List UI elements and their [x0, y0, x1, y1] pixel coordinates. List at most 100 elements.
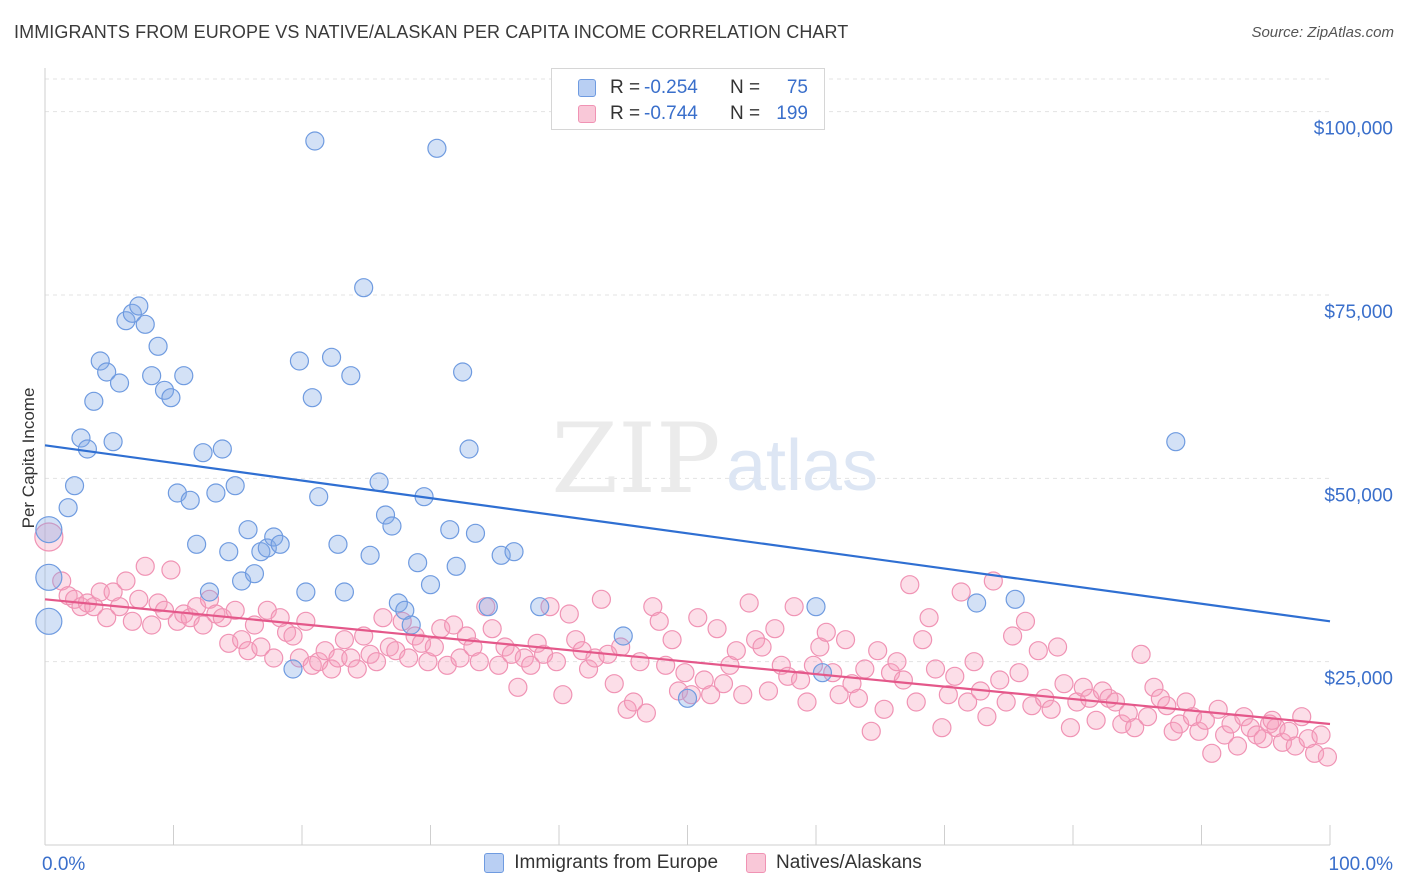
native-point — [142, 615, 162, 635]
europe-point — [465, 523, 486, 543]
europe-point — [174, 366, 194, 386]
native-point — [752, 637, 772, 657]
native-point — [116, 571, 136, 591]
native-point — [1144, 677, 1164, 697]
europe-point — [187, 534, 207, 554]
europe-point — [305, 131, 325, 151]
native-point — [951, 582, 971, 602]
native-point — [861, 721, 881, 741]
europe-point — [135, 314, 155, 334]
n-value: 199 — [776, 103, 808, 124]
europe-point — [375, 505, 396, 525]
native-point — [945, 666, 965, 686]
r-label: R = — [610, 77, 641, 98]
native-point — [444, 615, 464, 635]
europe-point — [334, 582, 355, 602]
europe-point — [219, 542, 239, 562]
series-immigrants-from-europe — [35, 131, 1186, 708]
native-point — [1054, 674, 1074, 694]
europe-point — [806, 597, 826, 617]
native-point — [1015, 611, 1036, 631]
native-point — [733, 685, 753, 705]
watermark-atlas: atlas — [726, 426, 878, 506]
native-point — [1202, 743, 1222, 763]
europe-point — [446, 556, 466, 576]
native-point — [1272, 732, 1293, 752]
europe-point — [677, 688, 698, 708]
europe-point — [360, 545, 380, 565]
native-point — [238, 641, 258, 661]
native-point — [347, 659, 367, 679]
native-point — [193, 615, 213, 635]
europe-point — [427, 138, 447, 158]
native-point — [919, 608, 939, 628]
native-point — [161, 560, 181, 580]
native-point — [360, 644, 380, 664]
native-point — [990, 670, 1010, 690]
europe-point — [193, 443, 213, 463]
trend-lines — [44, 444, 1331, 726]
europe-point — [302, 388, 322, 408]
legend-swatch-native — [578, 105, 596, 123]
native-point — [1227, 736, 1248, 756]
europe-point — [289, 351, 310, 371]
native-point — [578, 659, 599, 679]
legend-row-native: R = -0.744 N = 199 — [578, 103, 808, 125]
y-tick-label: $25,000 — [1324, 669, 1393, 690]
native-point — [540, 597, 560, 617]
native-point — [868, 641, 888, 661]
native-point — [797, 692, 817, 712]
europe-point — [225, 476, 245, 496]
native-point — [553, 685, 573, 705]
europe-point — [420, 575, 441, 595]
native-point — [1157, 696, 1177, 716]
europe-point — [459, 439, 479, 459]
europe-point — [109, 373, 130, 393]
europe-point — [103, 432, 123, 452]
native-point — [1163, 721, 1183, 741]
native-point — [913, 630, 933, 650]
native-point — [411, 633, 432, 653]
europe-point — [212, 439, 232, 459]
native-point — [135, 556, 155, 576]
native-point — [1041, 699, 1061, 719]
native-point — [219, 633, 239, 653]
native-point — [251, 637, 271, 657]
native-point — [469, 652, 489, 672]
europe-point — [967, 593, 987, 613]
native-point — [784, 597, 804, 617]
legend-item-europe: Immigrants from Europe — [484, 852, 718, 874]
native-point — [765, 619, 785, 639]
europe-point — [161, 388, 181, 408]
legend-swatch-native — [746, 853, 767, 873]
europe-point — [321, 347, 342, 367]
y-axis-label: Per Capita Income — [19, 388, 38, 529]
axes — [44, 68, 1331, 846]
native-point — [713, 674, 734, 694]
europe-point — [238, 520, 258, 540]
europe-point — [491, 545, 511, 565]
native-point — [906, 692, 926, 712]
watermark-zip: ZIP — [551, 403, 720, 515]
native-point — [122, 611, 142, 631]
native-point — [508, 677, 528, 697]
native-point — [958, 692, 978, 712]
legend-swatch-europe — [578, 79, 596, 97]
europe-point — [613, 626, 633, 646]
europe-point — [97, 362, 117, 382]
legend-label-native: Natives/Alaskans — [776, 852, 922, 873]
native-point — [1208, 699, 1228, 719]
native-point — [835, 630, 856, 650]
native-point — [604, 674, 624, 694]
n-value: 75 — [786, 77, 808, 98]
native-point — [1009, 663, 1029, 683]
native-point — [829, 685, 849, 705]
trend-line-europe — [44, 444, 1331, 623]
native-point — [399, 648, 419, 668]
europe-point — [122, 303, 142, 323]
native-point — [34, 522, 64, 552]
native-point — [977, 707, 997, 727]
native-point — [225, 600, 245, 620]
europe-point — [478, 597, 498, 617]
native-point — [746, 630, 766, 650]
